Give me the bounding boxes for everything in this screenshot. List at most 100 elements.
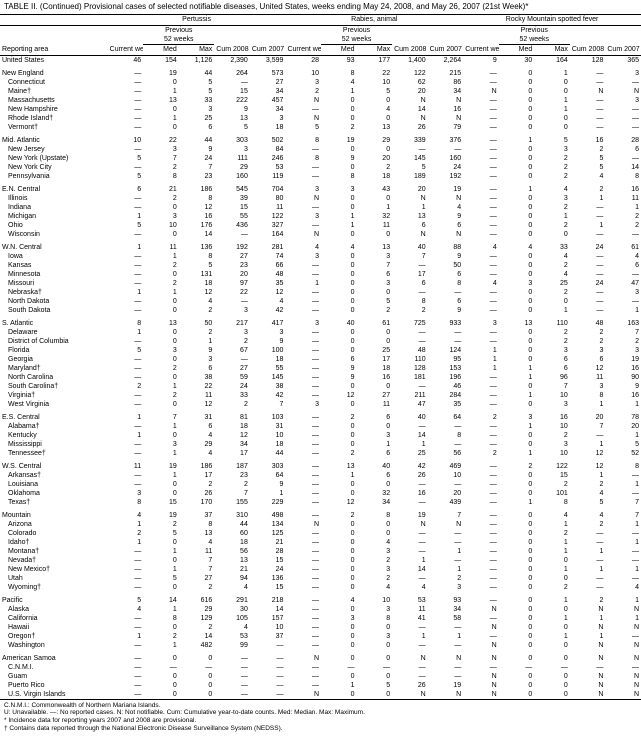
data-cell: — [108,297,144,306]
data-cell: — [428,145,464,154]
data-cell: 81 [214,413,250,422]
data-cell: — [463,163,499,172]
data-cell: — [463,261,499,270]
data-cell: 0 [499,565,535,574]
data-cell: 9 [605,382,641,391]
data-cell: 8 [570,391,606,400]
data-cell: 1 [499,364,535,373]
data-cell: — [108,690,144,699]
data-cell: 46 [428,382,464,391]
data-cell: 436 [214,221,250,230]
data-cell: 0 [321,690,357,699]
data-cell: 0 [143,623,179,632]
data-cell: — [605,529,641,538]
data-cell: 5 [108,221,144,230]
data-cell: 0 [499,511,535,520]
data-cell: 8 [321,69,357,78]
data-cell: 2 [534,154,570,163]
data-cell: 11 [108,462,144,471]
data-cell: N [605,681,641,690]
data-cell: — [463,306,499,315]
data-cell: 2 [499,462,535,471]
table-title: TABLE II. (Continued) Provisional cases … [0,0,641,14]
data-cell: 4 [179,538,215,547]
sub-row: C.N.M.I.——————————————— [0,663,641,672]
data-cell: 21 [143,185,179,194]
data-cell: 9 [321,373,357,382]
data-cell: 1 [143,422,179,431]
data-cell: — [392,641,428,650]
data-cell: 4 [605,583,641,592]
data-cell: 1 [143,605,179,614]
area-cell: E.S. Central [0,413,108,422]
data-cell: 0 [499,520,535,529]
data-cell: 0 [499,270,535,279]
area-cell: Colorado [0,529,108,538]
data-cell: 1 [499,185,535,194]
data-cell: 0 [321,565,357,574]
data-cell: 2 [179,306,215,315]
data-cell: 1 [534,105,570,114]
data-cell: 1 [534,306,570,315]
data-cell: 17 [392,270,428,279]
data-cell: 4 [534,185,570,194]
col-cum08: Cum 2008 [392,44,428,55]
data-cell: 2 [605,337,641,346]
data-cell: 0 [321,194,357,203]
data-cell: 0 [321,163,357,172]
data-cell: — [214,672,250,681]
data-cell: 545 [214,185,250,194]
data-cell: 0 [321,145,357,154]
data-cell: 0 [357,623,393,632]
data-cell: 0 [499,230,535,239]
data-cell: 0 [143,489,179,498]
data-cell: 8 [179,194,215,203]
area-cell: New York City [0,163,108,172]
data-cell: 7 [357,261,393,270]
data-cell: — [570,288,606,297]
data-cell: 10 [534,449,570,458]
data-cell: 1 [108,288,144,297]
data-cell: 1 [428,632,464,641]
area-cell: Texas† [0,498,108,507]
data-cell: 2 [534,431,570,440]
data-cell: 2 [179,328,215,337]
data-cell: 5 [534,136,570,145]
data-cell: — [463,431,499,440]
data-cell: — [605,663,641,672]
area-cell: New York (Upstate) [0,154,108,163]
data-cell: 1 [143,565,179,574]
data-cell: 17 [357,355,393,364]
data-cell: 2,264 [428,55,464,65]
data-cell: 457 [250,96,286,105]
data-cell: 153 [428,364,464,373]
data-cell: N [392,690,428,699]
data-cell: 2 [570,480,606,489]
data-cell: 1 [499,391,535,400]
data-cell: 64 [428,413,464,422]
data-cell: — [463,172,499,181]
data-cell: 29 [214,163,250,172]
data-cell: 616 [179,596,215,605]
area-cell: Vermont† [0,123,108,132]
data-cell: 13 [357,243,393,252]
data-cell: — [463,547,499,556]
sub-row: Missouri—21897351036843252447 [0,279,641,288]
area-cell: Massachusetts [0,96,108,105]
data-cell: 3 [179,355,215,364]
data-cell: 4 [428,203,464,212]
data-cell: 1,126 [179,55,215,65]
data-cell: — [463,270,499,279]
sub-row: Arkansas†—1172364—162610—0151— [0,471,641,480]
data-cell: — [250,663,286,672]
data-cell: 1 [179,337,215,346]
data-cell: 0 [143,337,179,346]
data-cell: 196 [428,373,464,382]
data-cell: 32 [357,489,393,498]
data-cell: — [463,185,499,194]
data-cell: 50 [428,261,464,270]
data-cell: 20 [570,413,606,422]
data-cell: 0 [534,114,570,123]
data-cell: 11 [250,203,286,212]
data-cell: 2 [534,337,570,346]
